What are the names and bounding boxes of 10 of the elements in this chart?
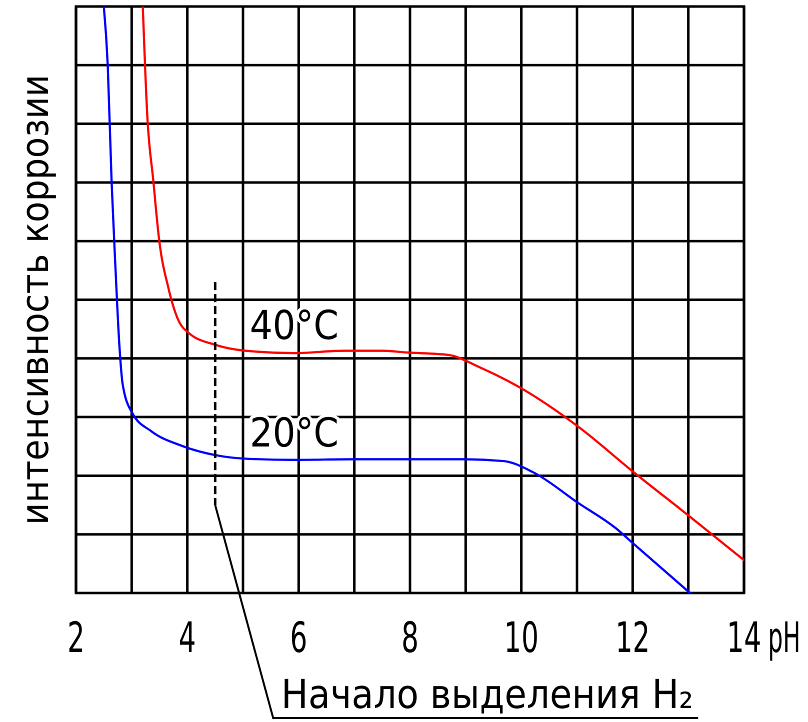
ref-line-label: Начало выделения H₂	[281, 672, 694, 718]
x-tick-label: 8	[401, 612, 419, 662]
x-tick-label: 12	[615, 612, 650, 662]
x-tick-label: 4	[178, 612, 196, 662]
x-tick-label: 6	[290, 612, 308, 662]
y-axis-title: интенсивность коррозии	[13, 74, 57, 526]
x-tick-label: 2	[67, 612, 85, 662]
x-tick-label: 10	[504, 612, 539, 662]
x-axis-title: pH	[768, 614, 800, 663]
x-tick-label: 14	[726, 612, 762, 662]
